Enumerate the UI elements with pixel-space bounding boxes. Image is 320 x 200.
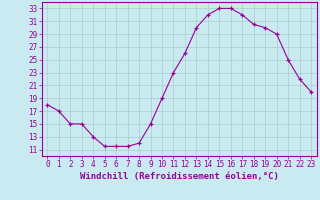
X-axis label: Windchill (Refroidissement éolien,°C): Windchill (Refroidissement éolien,°C) [80,172,279,181]
